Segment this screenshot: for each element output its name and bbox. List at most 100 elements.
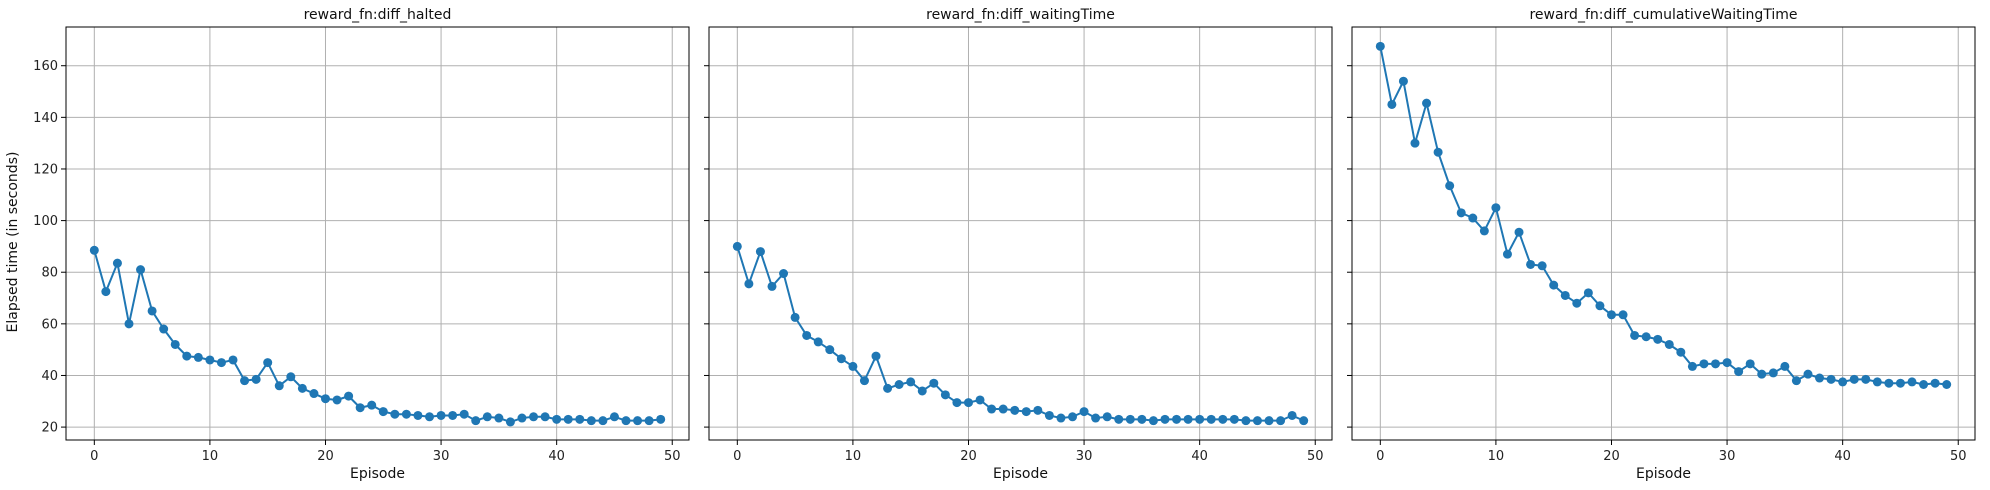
data-point (929, 378, 939, 388)
data-point (836, 354, 846, 364)
data-point (1387, 99, 1397, 109)
chart-title: reward_fn:diff_cumulativeWaitingTime (1529, 7, 1797, 23)
data-point (1907, 377, 1917, 387)
data-point (1125, 414, 1135, 424)
data-point (883, 383, 893, 393)
data-point (1734, 367, 1744, 377)
data-point (790, 312, 800, 322)
series-line (1379, 46, 1947, 386)
data-point (1195, 414, 1205, 424)
x-axis-label: Episode (350, 466, 405, 482)
data-point (274, 381, 284, 391)
x-tick-label: 20 (1603, 449, 1620, 464)
data-point (1699, 359, 1709, 369)
y-tick-label: 20 (41, 421, 58, 436)
chart-panel-diff-waiting-time: 0 10 20 30 40 50 reward_fn:diff_waitingTime Epi… (704, 7, 1333, 482)
data-point (251, 374, 261, 384)
data-point (848, 361, 858, 371)
data-point (1618, 310, 1628, 320)
x-axis-label: Episode (1636, 466, 1691, 482)
x-tick-label: 10 (202, 449, 219, 464)
data-point (1264, 416, 1274, 426)
data-point (378, 407, 388, 417)
data-point (1056, 413, 1066, 423)
data-point (425, 412, 435, 422)
data-point (1229, 414, 1239, 424)
y-tick-label: 140 (33, 111, 58, 126)
data-point (1895, 378, 1905, 388)
data-point (1079, 407, 1089, 417)
x-tick-label: 40 (1834, 449, 1851, 464)
data-point (147, 306, 157, 316)
data-point (1218, 414, 1228, 424)
data-point (1514, 227, 1524, 237)
data-point (987, 404, 997, 414)
data-point (193, 352, 203, 362)
data-point (1745, 359, 1755, 369)
data-point (563, 414, 573, 424)
data-point (1768, 368, 1778, 378)
data-point (767, 281, 777, 291)
data-point (1468, 213, 1478, 223)
data-point (1815, 373, 1825, 383)
x-tick-label: 30 (1719, 449, 1736, 464)
axes-frame (708, 26, 1333, 441)
x-tick-label: 20 (960, 449, 977, 464)
x-tick-label: 10 (1488, 449, 1505, 464)
data-point (170, 339, 180, 349)
data-point (1757, 369, 1767, 379)
data-point (263, 358, 273, 368)
data-point (1549, 280, 1559, 290)
data-point (320, 394, 330, 404)
data-point (633, 416, 643, 426)
data-point (529, 412, 539, 422)
data-point (575, 414, 585, 424)
y-tick-label: 160 (33, 59, 58, 74)
data-point (1445, 181, 1455, 191)
data-point (598, 416, 608, 426)
data-point (802, 330, 812, 340)
x-axis-label: Episode (993, 466, 1048, 482)
data-point (505, 417, 515, 427)
data-point (998, 404, 1008, 414)
data-point (1537, 261, 1547, 271)
data-point (205, 355, 215, 365)
data-point (1687, 361, 1697, 371)
data-point (309, 389, 319, 399)
data-point (963, 398, 973, 408)
data-point (240, 376, 250, 386)
data-point (436, 410, 446, 420)
x-tick-label: 40 (1191, 449, 1208, 464)
data-point (1583, 288, 1593, 298)
data-point (1091, 413, 1101, 423)
data-point (448, 410, 458, 420)
data-point (1114, 414, 1124, 424)
data-point (1606, 310, 1616, 320)
data-point (1595, 301, 1605, 311)
data-point (1491, 203, 1501, 213)
data-point (286, 372, 296, 382)
data-point (228, 355, 238, 365)
x-tick-label: 10 (845, 449, 862, 464)
data-point (1287, 410, 1297, 420)
y-tick-label: 80 (41, 266, 58, 281)
data-point (1502, 249, 1512, 259)
data-point (1653, 334, 1663, 344)
data-point (1398, 76, 1408, 86)
data-point (1241, 416, 1251, 426)
data-point (1433, 147, 1443, 157)
data-point (1479, 226, 1489, 236)
data-point (1183, 414, 1193, 424)
data-point (344, 391, 354, 401)
y-tick-label: 60 (41, 317, 58, 332)
data-point (1299, 416, 1309, 426)
data-point (1021, 407, 1031, 417)
y-tick-label: 100 (33, 214, 58, 229)
data-point (917, 386, 927, 396)
y-axis-label: Elapsed time (in seconds) (5, 152, 21, 333)
data-point (871, 351, 881, 361)
data-point (1410, 138, 1420, 148)
data-point (1276, 416, 1286, 426)
data-point (1010, 405, 1020, 415)
data-point (471, 416, 481, 426)
